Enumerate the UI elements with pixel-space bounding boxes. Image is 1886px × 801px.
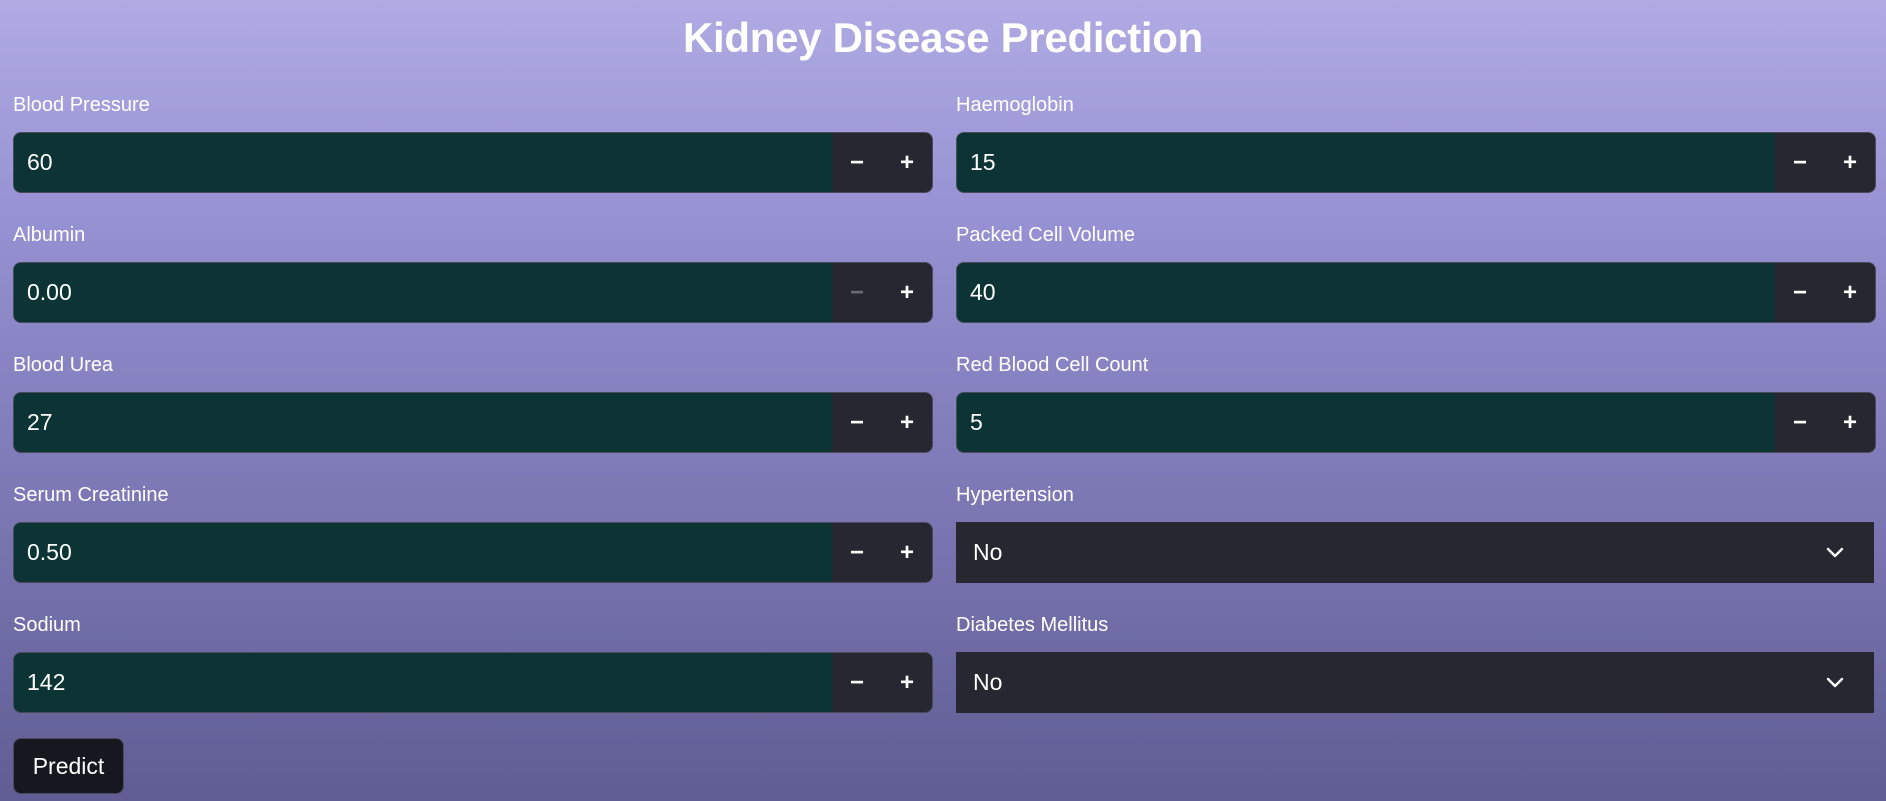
serum-creatinine-number-input: − + [13, 522, 933, 583]
haemoglobin-field: Haemoglobin − + [956, 90, 1876, 220]
left-column: Blood Pressure − + Albumin − + Blood Ure… [13, 90, 933, 740]
hypertension-select[interactable]: No [956, 522, 1874, 583]
blood-pressure-decrement-button[interactable]: − [832, 133, 882, 192]
blood-urea-number-input: − + [13, 392, 933, 453]
blood-urea-increment-button[interactable]: + [882, 393, 932, 452]
packed-cell-volume-input[interactable] [957, 263, 1775, 322]
sodium-decrement-button[interactable]: − [832, 653, 882, 712]
albumin-number-input: − + [13, 262, 933, 323]
red-blood-cell-count-input[interactable] [957, 393, 1775, 452]
blood-pressure-label: Blood Pressure [13, 94, 150, 116]
blood-pressure-input[interactable] [14, 133, 832, 192]
blood-urea-label: Blood Urea [13, 354, 114, 376]
sodium-field: Sodium − + [13, 610, 933, 740]
sodium-number-input: − + [13, 652, 933, 713]
sodium-label: Sodium [13, 614, 81, 636]
serum-creatinine-increment-button[interactable]: + [882, 523, 932, 582]
red-blood-cell-count-label: Red Blood Cell Count [956, 354, 1149, 376]
red-blood-cell-count-increment-button[interactable]: + [1825, 393, 1875, 452]
blood-pressure-field: Blood Pressure − + [13, 90, 933, 220]
sodium-input[interactable] [14, 653, 832, 712]
haemoglobin-decrement-button[interactable]: − [1775, 133, 1825, 192]
packed-cell-volume-label: Packed Cell Volume [956, 224, 1135, 246]
page-title: Kidney Disease Prediction [682, 14, 1204, 61]
blood-pressure-increment-button[interactable]: + [882, 133, 932, 192]
chevron-down-icon [1818, 536, 1852, 570]
serum-creatinine-label: Serum Creatinine [13, 484, 169, 506]
blood-urea-decrement-button[interactable]: − [832, 393, 882, 452]
diabetes-mellitus-label: Diabetes Mellitus [956, 614, 1109, 636]
blood-urea-field: Blood Urea − + [13, 350, 933, 480]
haemoglobin-label: Haemoglobin [956, 94, 1074, 116]
albumin-increment-button[interactable]: + [882, 263, 932, 322]
serum-creatinine-decrement-button[interactable]: − [832, 523, 882, 582]
haemoglobin-increment-button[interactable]: + [1825, 133, 1875, 192]
diabetes-mellitus-selected-value: No [973, 669, 1003, 695]
hypertension-selected-value: No [973, 539, 1003, 565]
albumin-field: Albumin − + [13, 220, 933, 350]
hypertension-field: Hypertension No [956, 480, 1876, 610]
blood-pressure-number-input: − + [13, 132, 933, 193]
blood-urea-input[interactable] [14, 393, 832, 452]
predict-button[interactable]: Predict [13, 738, 124, 794]
packed-cell-volume-number-input: − + [956, 262, 1876, 323]
haemoglobin-input[interactable] [957, 133, 1775, 192]
diabetes-mellitus-select[interactable]: No [956, 652, 1874, 713]
hypertension-label: Hypertension [956, 484, 1074, 506]
red-blood-cell-count-decrement-button[interactable]: − [1775, 393, 1825, 452]
chevron-down-icon [1818, 666, 1852, 700]
albumin-label: Albumin [13, 224, 86, 246]
red-blood-cell-count-field: Red Blood Cell Count − + [956, 350, 1876, 480]
sodium-increment-button[interactable]: + [882, 653, 932, 712]
haemoglobin-number-input: − + [956, 132, 1876, 193]
packed-cell-volume-decrement-button[interactable]: − [1775, 263, 1825, 322]
albumin-decrement-button[interactable]: − [832, 263, 882, 322]
serum-creatinine-input[interactable] [14, 523, 832, 582]
albumin-input[interactable] [14, 263, 832, 322]
right-column: Haemoglobin − + Packed Cell Volume − + R… [956, 90, 1876, 740]
serum-creatinine-field: Serum Creatinine − + [13, 480, 933, 610]
red-blood-cell-count-number-input: − + [956, 392, 1876, 453]
diabetes-mellitus-field: Diabetes Mellitus No [956, 610, 1876, 740]
packed-cell-volume-increment-button[interactable]: + [1825, 263, 1875, 322]
packed-cell-volume-field: Packed Cell Volume − + [956, 220, 1876, 350]
